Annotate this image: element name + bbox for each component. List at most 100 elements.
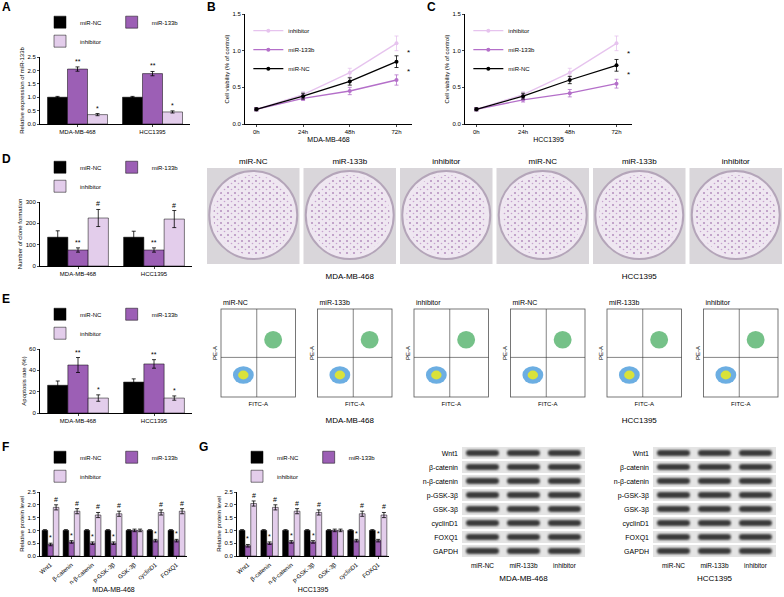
svg-text:cyclinD1: cyclinD1 xyxy=(137,561,159,581)
svg-text:FOXQ1: FOXQ1 xyxy=(434,534,458,542)
svg-text:miR-133b: miR-133b xyxy=(508,47,535,53)
svg-text:0.5: 0.5 xyxy=(27,108,36,114)
svg-text:miR-NC: miR-NC xyxy=(223,299,248,306)
svg-text:FOXQ1: FOXQ1 xyxy=(160,561,180,579)
svg-text:*: * xyxy=(49,534,52,541)
svg-text:*: * xyxy=(112,533,115,540)
svg-text:2.0: 2.0 xyxy=(27,68,36,74)
svg-text:n-β-catenin: n-β-catenin xyxy=(68,562,95,586)
svg-text:0.5: 0.5 xyxy=(27,540,36,546)
svg-text:FITC-A: FITC-A xyxy=(538,401,557,407)
svg-text:*: * xyxy=(312,532,315,539)
svg-text:miR-NC: miR-NC xyxy=(513,299,538,306)
svg-text:MDA-MB-468: MDA-MB-468 xyxy=(326,416,375,425)
svg-text:miR-133b: miR-133b xyxy=(332,157,367,166)
svg-text:Wnt1: Wnt1 xyxy=(38,561,53,575)
svg-text:FITC-A: FITC-A xyxy=(731,401,750,407)
svg-text:n-β-catenin: n-β-catenin xyxy=(423,478,458,486)
svg-text:*: * xyxy=(407,67,410,76)
svg-text:HCC1395: HCC1395 xyxy=(141,418,168,424)
svg-text:inhibitor: inhibitor xyxy=(508,28,529,34)
svg-text:GSK-3β: GSK-3β xyxy=(624,506,649,514)
svg-text:Relative expression of miR-133: Relative expression of miR-133b xyxy=(19,46,25,133)
svg-text:1.5: 1.5 xyxy=(27,81,36,87)
svg-text:#: # xyxy=(117,502,121,509)
svg-text:MDA-MB-468: MDA-MB-468 xyxy=(92,586,135,593)
svg-text:2.5: 2.5 xyxy=(27,489,36,495)
svg-text:miR-133b: miR-133b xyxy=(700,562,729,569)
svg-text:#: # xyxy=(382,503,386,510)
svg-text:FOXQ1: FOXQ1 xyxy=(361,561,381,579)
svg-text:0: 0 xyxy=(32,263,36,269)
svg-text:*: * xyxy=(154,530,157,537)
svg-text:Wnt1: Wnt1 xyxy=(236,561,251,575)
svg-text:inhibitor: inhibitor xyxy=(744,562,768,569)
svg-text:MDA-MB-468: MDA-MB-468 xyxy=(307,136,350,143)
svg-text:GSK-3β: GSK-3β xyxy=(317,561,338,580)
svg-text:*: * xyxy=(268,533,271,540)
svg-text:miR-133b: miR-133b xyxy=(609,299,639,306)
svg-text:PE-A: PE-A xyxy=(695,346,701,360)
svg-text:*: * xyxy=(627,49,630,58)
svg-text:PE-A: PE-A xyxy=(309,346,315,360)
svg-text:inhibitor: inhibitor xyxy=(416,299,441,306)
svg-text:FITC-A: FITC-A xyxy=(442,401,461,407)
svg-text:*: * xyxy=(96,105,99,112)
svg-text:*: * xyxy=(627,70,630,79)
svg-text:*: * xyxy=(246,535,249,542)
svg-text:GSK-3β: GSK-3β xyxy=(117,561,138,580)
svg-text:#: # xyxy=(317,501,321,508)
svg-text:1.5: 1.5 xyxy=(224,515,233,521)
svg-text:100: 100 xyxy=(26,242,37,248)
svg-text:β-catenin: β-catenin xyxy=(51,562,74,583)
svg-text:FITC-A: FITC-A xyxy=(635,401,654,407)
svg-text:*: * xyxy=(70,532,73,539)
svg-text:*: * xyxy=(355,530,358,537)
svg-text:PE-A: PE-A xyxy=(405,346,411,360)
svg-text:2.0: 2.0 xyxy=(224,502,233,508)
svg-text:FOXQ1: FOXQ1 xyxy=(625,534,649,542)
svg-text:MDA-MB-468: MDA-MB-468 xyxy=(60,418,97,424)
svg-text:FITC-A: FITC-A xyxy=(345,401,364,407)
svg-text:*: * xyxy=(91,533,94,540)
svg-text:miR-133b: miR-133b xyxy=(152,165,179,171)
svg-text:Cell viability (% of control): Cell viability (% of control) xyxy=(444,34,450,103)
svg-text:24h: 24h xyxy=(518,129,528,135)
svg-text:0.5: 0.5 xyxy=(452,84,461,90)
svg-text:miR-NC: miR-NC xyxy=(80,20,102,26)
svg-text:miR-133b: miR-133b xyxy=(622,157,657,166)
svg-text:miR-NC: miR-NC xyxy=(239,157,268,166)
svg-text:HCC1395: HCC1395 xyxy=(697,574,733,583)
svg-text:GSK-3β: GSK-3β xyxy=(433,506,458,514)
svg-text:48h: 48h xyxy=(565,129,575,135)
svg-text:miR-NC: miR-NC xyxy=(662,562,685,569)
svg-text:miR-NC: miR-NC xyxy=(288,66,310,72)
svg-text:miR-NC: miR-NC xyxy=(508,66,530,72)
svg-text:Apoptosis rate (%): Apoptosis rate (%) xyxy=(21,356,27,405)
svg-text:HCC1395: HCC1395 xyxy=(298,586,329,593)
svg-text:inhibitor: inhibitor xyxy=(277,474,298,480)
svg-text:0.0: 0.0 xyxy=(452,121,461,127)
svg-text:*: * xyxy=(97,386,100,393)
svg-text:miR-133b: miR-133b xyxy=(349,455,376,461)
svg-text:0.5: 0.5 xyxy=(232,84,241,90)
svg-text:miR-133b: miR-133b xyxy=(288,47,315,53)
svg-text:1.0: 1.0 xyxy=(232,48,241,54)
svg-text:miR-133b: miR-133b xyxy=(152,312,179,318)
svg-text:#: # xyxy=(54,496,58,503)
svg-text:miR-133b: miR-133b xyxy=(320,299,350,306)
svg-text:Relative protein level: Relative protein level xyxy=(216,496,222,552)
svg-text:inhibitor: inhibitor xyxy=(80,331,101,337)
svg-text:Wnt1: Wnt1 xyxy=(442,450,458,457)
svg-text:**: ** xyxy=(151,239,157,246)
svg-text:**: ** xyxy=(75,58,81,65)
svg-text:1.0: 1.0 xyxy=(224,528,233,534)
svg-text:**: ** xyxy=(75,239,81,246)
svg-text:inhibitor: inhibitor xyxy=(432,157,460,166)
svg-text:#: # xyxy=(360,502,364,509)
svg-text:inhibitor: inhibitor xyxy=(288,28,309,34)
svg-text:miR-133b: miR-133b xyxy=(509,562,538,569)
svg-text:FITC-A: FITC-A xyxy=(249,401,268,407)
svg-text:miR-NC: miR-NC xyxy=(277,455,299,461)
svg-text:0.0: 0.0 xyxy=(27,553,36,559)
